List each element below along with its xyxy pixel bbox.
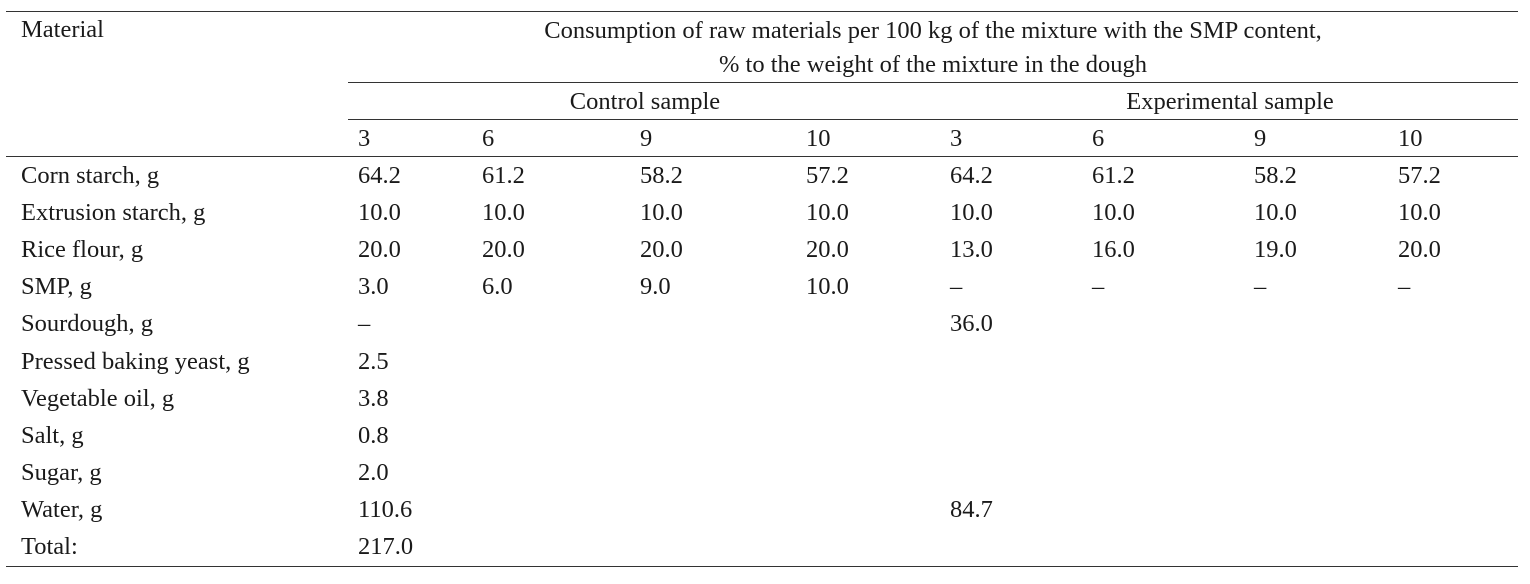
table-cell: 10.0 (482, 199, 525, 227)
smp-level-cell: 9 (640, 125, 653, 152)
table-cell: 13.0 (950, 236, 993, 264)
table-cell: 217.0 (358, 533, 414, 560)
table-cell: 84.7 (950, 495, 993, 523)
row-label: Pressed baking yeast, g (21, 347, 250, 375)
row-label: Total: (21, 533, 78, 560)
table-cell: 20.0 (1398, 236, 1441, 264)
table-cell: 58.2 (640, 162, 683, 189)
smp-level-cell: 6 (482, 125, 495, 152)
table-cell: 64.2 (358, 162, 401, 189)
table-cell: 2.0 (358, 458, 389, 486)
row-label: Extrusion starch, g (21, 199, 206, 227)
table-cell: – (1092, 273, 1105, 301)
caption-rule (348, 82, 1518, 83)
table-cell: – (1254, 273, 1267, 301)
table-cell: 3.8 (358, 384, 389, 412)
table-cell: 0.8 (358, 421, 389, 449)
table-cell: 10.0 (1254, 199, 1297, 227)
bottom-rule (6, 566, 1518, 567)
table-cell: – (950, 273, 963, 301)
table-cell: 20.0 (640, 236, 683, 264)
table-cell: 19.0 (1254, 236, 1297, 264)
row-label: Sourdough, g (21, 310, 154, 338)
table-cell: 61.2 (482, 162, 525, 189)
top-rule (6, 11, 1518, 12)
row-label: Rice flour, g (21, 236, 144, 264)
table-cell: 10.0 (358, 199, 401, 227)
table-cell: 36.0 (950, 310, 993, 338)
table-cell: 64.2 (950, 162, 993, 189)
row-label: Salt, g (21, 421, 84, 449)
table-cell: 57.2 (1398, 162, 1441, 189)
table-cell: 3.0 (358, 273, 389, 301)
table-cell: 10.0 (950, 199, 993, 227)
smp-level-cell: 3 (950, 125, 963, 152)
table-cell: 16.0 (1092, 236, 1135, 264)
table-cell: 10.0 (806, 199, 849, 227)
header-bottom-rule (6, 156, 1518, 157)
table-cell: 10.0 (806, 273, 849, 301)
smp-level-cell: 10 (1398, 125, 1423, 152)
group-rule (348, 119, 1518, 120)
table-cell: 10.0 (1092, 199, 1135, 227)
row-label: Water, g (21, 495, 103, 523)
table-cell: – (1398, 273, 1411, 301)
table-cell: 20.0 (806, 236, 849, 264)
table-cell: 20.0 (482, 236, 525, 264)
smp-level-cell: 10 (806, 125, 831, 152)
row-label: Vegetable oil, g (21, 384, 175, 412)
experimental-sample-header: Experimental sample (1126, 88, 1334, 115)
row-label: Corn starch, g (21, 162, 160, 189)
smp-level-cell: 6 (1092, 125, 1105, 152)
table-cell: 61.2 (1092, 162, 1135, 189)
row-label: SMP, g (21, 273, 92, 301)
table-cell: 2.5 (358, 347, 389, 375)
table-cell: 9.0 (640, 273, 671, 301)
table-cell: 57.2 (806, 162, 849, 189)
caption-line-1: Consumption of raw materials per 100 kg … (544, 17, 1322, 44)
row-label: Sugar, g (21, 458, 102, 486)
table-cell: 10.0 (640, 199, 683, 227)
table-cell: 110.6 (358, 495, 413, 523)
table-cell: 10.0 (1398, 199, 1441, 227)
control-sample-header: Control sample (569, 88, 721, 115)
table-cell: 6.0 (482, 273, 513, 301)
table-cell: 20.0 (358, 236, 401, 264)
table-cell: – (358, 310, 371, 338)
caption-line-2: % to the weight of the mixture in the do… (719, 51, 1147, 78)
smp-level-cell: 9 (1254, 125, 1267, 152)
smp-level-cell: 3 (358, 125, 371, 152)
material-header: Material (21, 16, 104, 43)
table-cell: 58.2 (1254, 162, 1297, 189)
data-table: Material Consumption of raw materials pe… (6, 0, 1518, 584)
